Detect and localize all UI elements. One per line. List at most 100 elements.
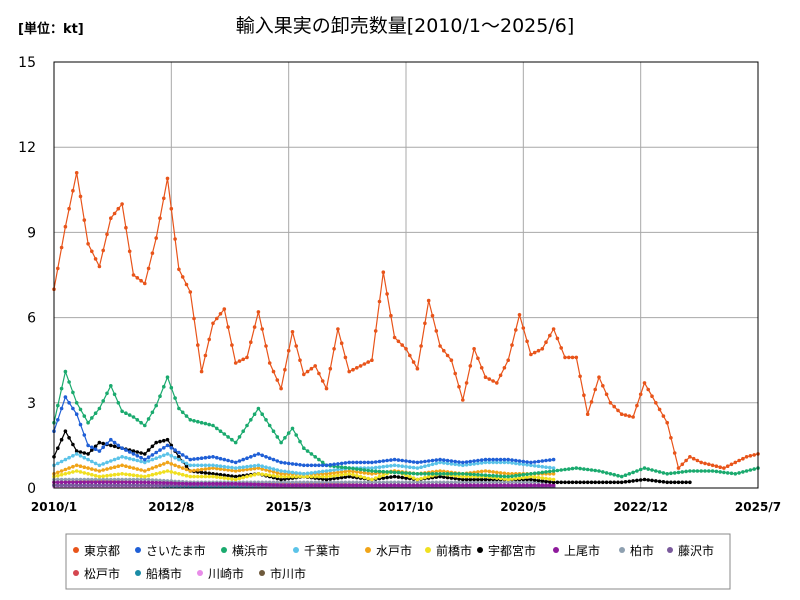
- legend-item: 水戸市: [365, 543, 412, 558]
- data-point: [385, 464, 389, 469]
- data-point: [396, 470, 401, 475]
- data-point: [487, 457, 492, 462]
- data-point: [593, 387, 597, 392]
- data-point: [479, 477, 484, 482]
- data-point: [548, 477, 552, 481]
- data-point: [502, 474, 507, 479]
- data-point: [495, 457, 499, 462]
- data-point: [585, 467, 590, 472]
- data-point: [336, 327, 340, 331]
- data-point: [404, 483, 408, 488]
- data-point: [78, 407, 83, 412]
- data-point: [162, 481, 166, 485]
- legend-item: 前橋市: [425, 543, 472, 558]
- data-point: [290, 462, 295, 466]
- data-point: [211, 321, 215, 326]
- data-point: [532, 464, 537, 468]
- data-point: [514, 483, 518, 488]
- data-point: [506, 358, 511, 363]
- data-point: [188, 457, 193, 462]
- data-point: [139, 468, 143, 472]
- data-point: [252, 466, 257, 471]
- data-point: [646, 467, 650, 471]
- data-point: [256, 310, 261, 314]
- data-point: [199, 420, 204, 425]
- data-point: [654, 401, 658, 405]
- data-point: [298, 480, 302, 485]
- data-point: [430, 472, 435, 476]
- data-point: [392, 457, 397, 462]
- data-point: [339, 470, 344, 474]
- data-point: [135, 477, 140, 482]
- data-point: [150, 478, 155, 482]
- data-point: [245, 355, 249, 360]
- data-point: [71, 480, 75, 485]
- data-point: [279, 469, 283, 473]
- data-point: [97, 463, 102, 468]
- data-point: [392, 335, 397, 340]
- data-point: [389, 313, 393, 318]
- data-point: [358, 364, 363, 368]
- data-point: [112, 211, 117, 216]
- data-point: [347, 472, 352, 476]
- data-point: [400, 475, 405, 480]
- data-point: [434, 458, 439, 462]
- data-point: [116, 483, 121, 488]
- data-point: [74, 171, 79, 175]
- data-point: [275, 483, 280, 487]
- data-point: [260, 412, 265, 417]
- data-point: [101, 480, 105, 485]
- data-point: [691, 469, 696, 473]
- data-point: [222, 457, 227, 462]
- data-point: [131, 457, 136, 462]
- data-point: [411, 476, 416, 480]
- data-point: [305, 369, 310, 374]
- legend-item: 横浜市: [221, 543, 268, 558]
- data-point: [222, 467, 227, 472]
- data-point: [86, 452, 90, 456]
- data-point: [93, 461, 98, 466]
- data-point: [158, 448, 162, 452]
- data-point: [63, 457, 68, 462]
- data-point: [82, 483, 87, 488]
- data-point: [320, 480, 325, 485]
- data-point: [101, 468, 105, 472]
- data-point: [548, 458, 552, 462]
- data-point: [233, 481, 238, 486]
- data-point: [419, 472, 423, 476]
- data-point: [127, 472, 132, 477]
- data-point: [320, 463, 325, 468]
- data-point: [491, 480, 495, 485]
- data-point: [385, 470, 389, 474]
- data-point: [67, 455, 71, 460]
- data-point: [158, 455, 162, 459]
- data-point: [415, 480, 420, 485]
- data-point: [150, 444, 155, 449]
- data-point: [305, 480, 310, 485]
- data-point: [551, 327, 556, 331]
- data-point: [517, 462, 522, 466]
- data-point: [169, 446, 174, 450]
- data-point: [283, 436, 287, 440]
- data-point: [370, 477, 374, 482]
- data-point: [146, 467, 151, 472]
- data-point: [601, 480, 605, 485]
- data-point: [548, 469, 552, 474]
- data-point: [203, 455, 208, 460]
- data-point: [525, 472, 529, 477]
- data-point: [196, 463, 200, 468]
- data-point: [358, 460, 363, 465]
- data-point: [317, 463, 321, 468]
- data-point: [124, 477, 128, 482]
- data-point: [506, 477, 511, 482]
- data-point: [196, 456, 200, 461]
- data-point: [302, 372, 306, 377]
- data-point: [358, 470, 363, 475]
- data-point: [343, 355, 348, 360]
- data-point: [215, 316, 219, 321]
- data-point: [135, 276, 140, 280]
- data-point: [302, 483, 306, 488]
- data-point: [669, 480, 673, 485]
- data-point: [112, 477, 117, 482]
- data-point: [188, 474, 193, 479]
